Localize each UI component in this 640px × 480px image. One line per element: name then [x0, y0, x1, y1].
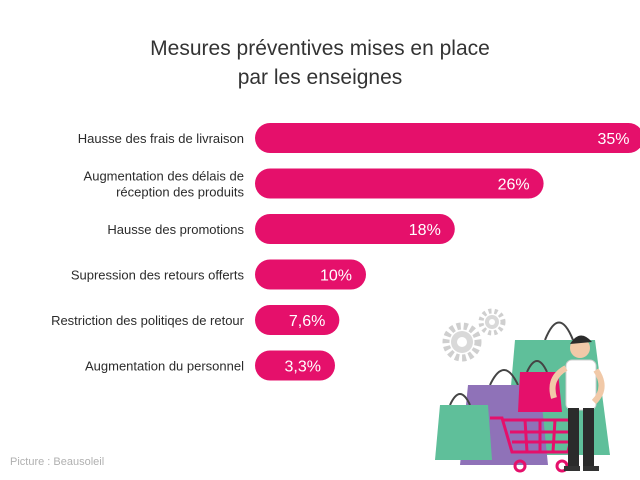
bar — [255, 214, 455, 244]
category-label: Restriction des politiqes de retour — [51, 313, 245, 328]
bar — [255, 259, 366, 290]
category-label: Hausse des frais de livraison — [78, 131, 244, 146]
chart-title-line-1: Mesures préventives mises en place — [150, 37, 490, 60]
bar-value-label: 26% — [498, 177, 530, 194]
bar-value-label: 35% — [597, 131, 629, 148]
gear-icon — [442, 322, 482, 362]
category-label: réception des produits — [116, 185, 244, 200]
chart-title: Mesures préventives mises en place par l… — [0, 34, 640, 92]
bar — [255, 350, 335, 381]
person-illustration — [549, 335, 605, 471]
bar — [255, 168, 544, 199]
bar — [255, 305, 340, 335]
category-label: Augmentation des délais de — [84, 169, 244, 184]
bar-value-label: 10% — [320, 268, 352, 285]
gear-icon — [478, 308, 506, 336]
category-label: Augmentation du personnel — [85, 359, 244, 374]
chart-title-line-2: par les enseignes — [237, 66, 403, 89]
shopping-cart-icon — [490, 416, 577, 473]
bar-value-label: 3,3% — [285, 359, 321, 376]
bar-value-label: 7,6% — [289, 313, 325, 330]
image-credit: Picture : Beausoleil — [10, 456, 105, 468]
shopping-illustration — [435, 308, 610, 473]
category-label: Supression des retours offerts — [71, 268, 245, 283]
bar — [255, 123, 640, 153]
shopping-bag-icon — [435, 393, 492, 460]
bar-value-label: 18% — [409, 222, 441, 239]
category-label: Hausse des promotions — [107, 222, 244, 237]
